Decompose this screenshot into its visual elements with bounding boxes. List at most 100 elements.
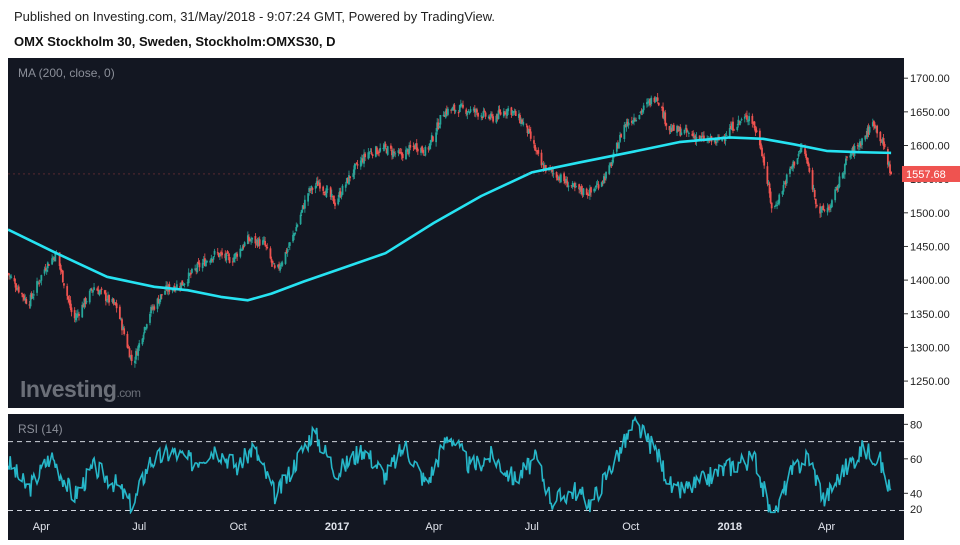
candle-body — [285, 250, 288, 254]
candle-body — [63, 283, 65, 286]
candle-body — [828, 208, 831, 210]
candle-body — [755, 130, 758, 132]
candle-body — [52, 257, 55, 261]
candle-body — [714, 141, 717, 144]
price-chart — [7, 93, 960, 368]
candle-body — [504, 112, 506, 115]
candle-body — [58, 252, 61, 267]
candle-body — [480, 115, 483, 117]
candle-body — [752, 122, 755, 124]
rsi-chart — [7, 415, 904, 515]
candle-body — [743, 116, 746, 119]
price-tick-label: 1450.00 — [910, 241, 950, 253]
candle-body — [692, 133, 695, 137]
candle-body — [580, 186, 583, 192]
candle-body — [107, 295, 109, 301]
candle-body — [330, 194, 333, 198]
candle-body — [602, 176, 605, 184]
candle-body — [527, 128, 530, 134]
candle-body — [309, 189, 312, 191]
candle-body — [398, 152, 401, 154]
candle-body — [510, 107, 513, 115]
candle-body — [400, 152, 403, 156]
candle-body — [740, 119, 743, 121]
candle-body — [861, 138, 863, 145]
candle-body — [301, 205, 304, 210]
candle-body — [472, 108, 475, 111]
candle-body — [573, 182, 576, 188]
candle-body — [81, 304, 84, 318]
candle-body — [272, 263, 275, 265]
price-axis: 1700.001650.001600.001550.001500.001450.… — [904, 58, 960, 408]
candle-body — [242, 245, 245, 248]
candle-body — [597, 184, 600, 189]
candle-body — [338, 192, 341, 198]
candle-body — [715, 139, 718, 142]
candle-body — [423, 154, 426, 156]
candle-body — [118, 306, 121, 319]
candle-body — [188, 273, 191, 275]
candle-body — [492, 116, 495, 122]
candle-body — [82, 304, 85, 308]
candle-body — [814, 198, 817, 204]
candle-body — [145, 324, 148, 329]
candle-body — [224, 253, 227, 259]
candle-body — [179, 286, 182, 288]
candle-body — [371, 154, 374, 156]
candle-body — [528, 129, 531, 132]
price-tick-label: 1250.00 — [910, 376, 950, 388]
candle-body — [60, 269, 63, 273]
candle-body — [187, 272, 190, 284]
candle-body — [420, 147, 422, 153]
candle-body — [100, 288, 103, 290]
candle-body — [424, 147, 427, 156]
candle-body — [482, 111, 485, 118]
candle-body — [744, 115, 747, 117]
candle-body — [632, 120, 634, 124]
candle-body — [851, 148, 854, 152]
candle-body — [352, 173, 355, 177]
candle-body — [322, 186, 325, 191]
candle-body — [218, 253, 221, 257]
candle-body — [466, 112, 469, 115]
candle-body — [498, 109, 501, 113]
candle-body — [459, 104, 462, 106]
candle-body — [370, 152, 373, 154]
candle-body — [843, 164, 846, 175]
candle-body — [38, 282, 41, 284]
candle-body — [412, 145, 415, 147]
candle-body — [684, 127, 687, 129]
candle-body — [195, 269, 198, 271]
candle-body — [70, 307, 73, 313]
candle-body — [75, 313, 78, 318]
candle-body — [152, 306, 155, 310]
candle-body — [497, 110, 500, 119]
candle-body — [428, 143, 431, 149]
candle-body — [393, 151, 396, 153]
candle-body — [683, 129, 686, 134]
candle-body — [317, 182, 320, 185]
published-line: Published on Investing.com, 31/May/2018 … — [14, 9, 496, 24]
candle-body — [676, 125, 678, 133]
candle-body — [97, 289, 100, 295]
candle-body — [646, 102, 648, 105]
candle-body — [594, 189, 597, 191]
candle-body — [473, 108, 476, 113]
candle-body — [781, 191, 784, 195]
candle-body — [586, 194, 589, 196]
candle-body — [732, 121, 734, 131]
candle-body — [889, 164, 891, 173]
candle-body — [596, 183, 599, 185]
candle-body — [484, 112, 487, 117]
candle-body — [294, 232, 297, 234]
candle-body — [226, 251, 229, 254]
candle-body — [835, 186, 838, 188]
candle-body — [874, 124, 876, 129]
candle-body — [640, 110, 643, 113]
candle-body — [541, 163, 544, 165]
candle-body — [438, 125, 441, 128]
candle-body — [123, 328, 126, 335]
candle-body — [271, 260, 274, 263]
candle-body — [278, 264, 280, 269]
candle-body — [815, 205, 818, 207]
